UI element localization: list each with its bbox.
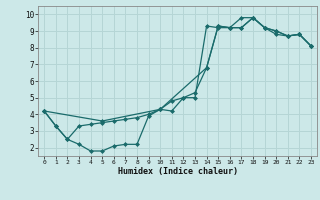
X-axis label: Humidex (Indice chaleur): Humidex (Indice chaleur) xyxy=(118,167,238,176)
